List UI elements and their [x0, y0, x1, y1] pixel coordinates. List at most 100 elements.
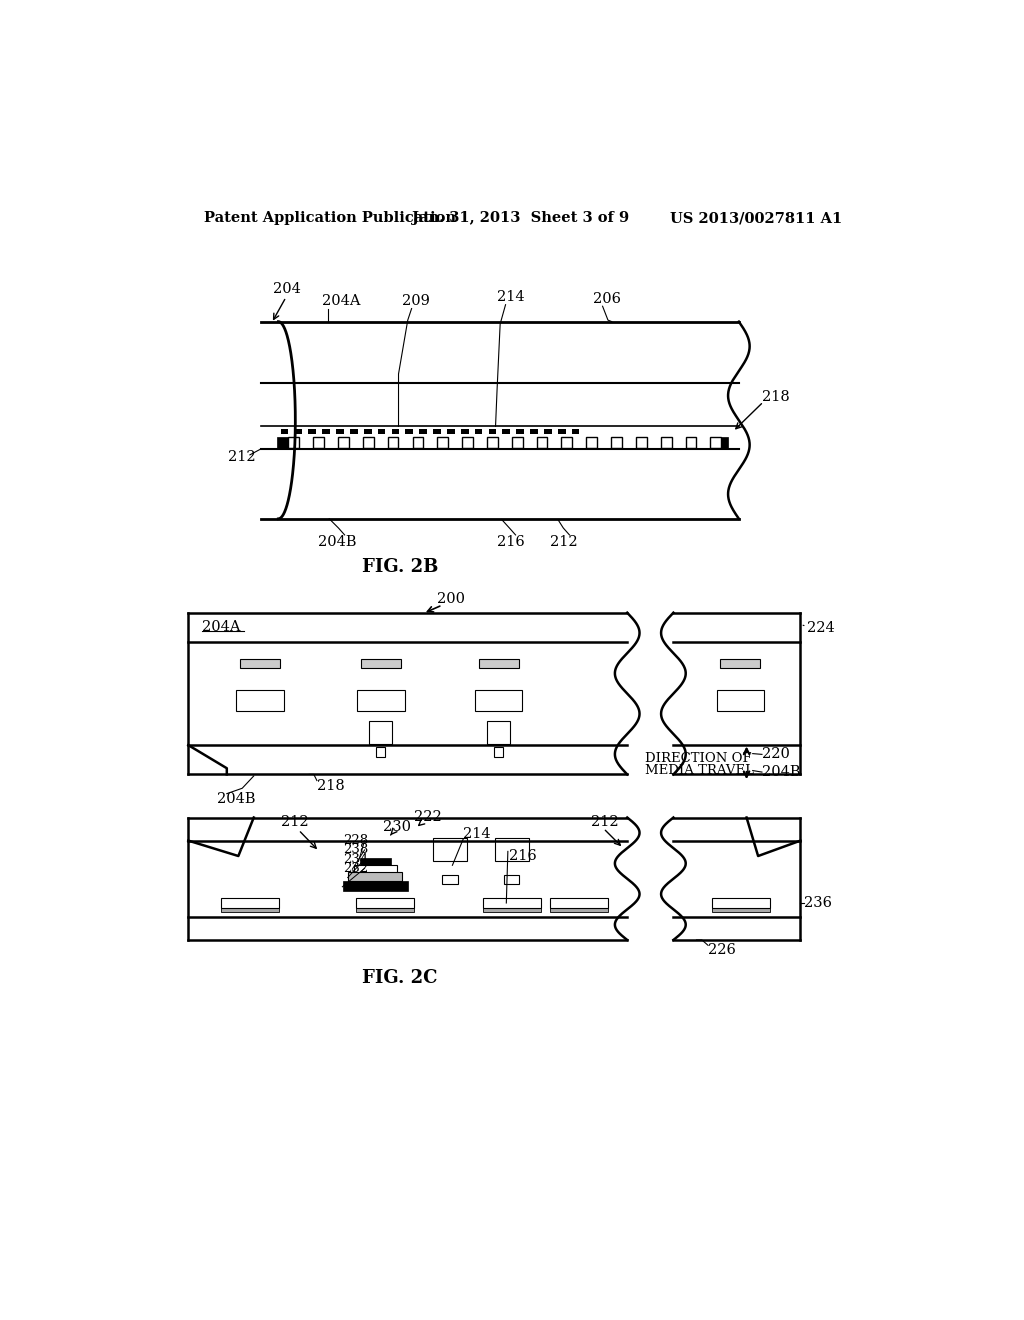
- Bar: [357, 689, 404, 711]
- Bar: [537, 437, 548, 447]
- Bar: [544, 429, 552, 434]
- Bar: [487, 721, 510, 743]
- Text: 228: 228: [343, 834, 369, 847]
- Bar: [503, 429, 510, 434]
- Text: 204B: 204B: [762, 766, 801, 779]
- Bar: [391, 429, 399, 434]
- Text: 234: 234: [343, 853, 369, 866]
- Bar: [388, 437, 398, 447]
- Bar: [461, 429, 469, 434]
- Text: 214: 214: [463, 828, 490, 841]
- Bar: [336, 429, 344, 434]
- Bar: [483, 908, 541, 912]
- Bar: [413, 437, 423, 447]
- Bar: [478, 659, 518, 668]
- Bar: [362, 437, 374, 447]
- Bar: [356, 908, 414, 912]
- Bar: [717, 689, 764, 711]
- Bar: [378, 429, 385, 434]
- Text: Patent Application Publication: Patent Application Publication: [204, 211, 456, 226]
- Bar: [289, 437, 299, 447]
- Bar: [512, 437, 522, 447]
- Text: 204: 204: [273, 282, 301, 296]
- Bar: [295, 429, 302, 434]
- Text: 212: 212: [227, 450, 255, 465]
- Bar: [530, 429, 538, 434]
- Bar: [356, 899, 414, 908]
- Text: 220: 220: [762, 747, 790, 762]
- Bar: [462, 437, 473, 447]
- Bar: [712, 908, 770, 912]
- Bar: [587, 437, 597, 447]
- Bar: [240, 659, 280, 668]
- Bar: [308, 429, 316, 434]
- Bar: [419, 429, 427, 434]
- Text: DIRECTION OF: DIRECTION OF: [645, 752, 752, 766]
- Bar: [550, 899, 608, 908]
- Bar: [281, 429, 289, 434]
- Text: 204A: 204A: [202, 620, 241, 635]
- Bar: [360, 659, 400, 668]
- Bar: [571, 429, 580, 434]
- Bar: [348, 873, 402, 882]
- Text: 218: 218: [316, 779, 345, 793]
- Bar: [442, 875, 458, 884]
- Bar: [660, 437, 672, 447]
- Bar: [504, 875, 519, 884]
- Bar: [558, 429, 565, 434]
- Text: 236: 236: [804, 896, 833, 909]
- Bar: [343, 880, 408, 891]
- Bar: [221, 908, 280, 912]
- Bar: [611, 437, 622, 447]
- Bar: [488, 429, 497, 434]
- Text: 206: 206: [593, 292, 621, 305]
- Bar: [406, 429, 413, 434]
- Text: 230: 230: [383, 820, 411, 834]
- Text: FIG. 2B: FIG. 2B: [361, 557, 438, 576]
- Text: 212: 212: [550, 535, 578, 549]
- Bar: [437, 437, 449, 447]
- Text: 238: 238: [343, 843, 369, 857]
- Text: 224: 224: [807, 622, 835, 635]
- Bar: [495, 838, 528, 861]
- Text: MEDIA TRAVEL: MEDIA TRAVEL: [645, 764, 754, 777]
- Text: 214: 214: [497, 290, 524, 304]
- Bar: [276, 437, 288, 447]
- Bar: [433, 429, 441, 434]
- Text: 204B: 204B: [317, 535, 356, 549]
- Text: 226: 226: [708, 942, 736, 957]
- Bar: [447, 429, 455, 434]
- Text: 232: 232: [343, 862, 369, 875]
- Bar: [360, 858, 391, 866]
- Bar: [720, 659, 761, 668]
- Bar: [717, 437, 728, 447]
- Text: 200: 200: [437, 591, 465, 606]
- Bar: [313, 437, 324, 447]
- Bar: [711, 437, 721, 447]
- Bar: [685, 437, 696, 447]
- Text: 218: 218: [762, 391, 790, 404]
- Text: 222: 222: [414, 809, 441, 824]
- Text: 212: 212: [282, 816, 309, 829]
- Bar: [487, 437, 498, 447]
- Text: Jan. 31, 2013  Sheet 3 of 9: Jan. 31, 2013 Sheet 3 of 9: [412, 211, 629, 226]
- Text: 209: 209: [401, 294, 429, 308]
- Bar: [494, 747, 503, 758]
- Bar: [364, 429, 372, 434]
- Bar: [475, 429, 482, 434]
- Text: FIG. 2C: FIG. 2C: [362, 969, 438, 987]
- Bar: [712, 899, 770, 908]
- Bar: [550, 908, 608, 912]
- Text: US 2013/0027811 A1: US 2013/0027811 A1: [670, 211, 842, 226]
- Bar: [237, 689, 284, 711]
- Bar: [483, 899, 541, 908]
- Bar: [561, 437, 572, 447]
- Text: 204B: 204B: [217, 792, 255, 807]
- Bar: [370, 721, 392, 743]
- Bar: [376, 747, 385, 758]
- Bar: [433, 838, 467, 861]
- Text: 216: 216: [497, 535, 525, 549]
- Bar: [221, 899, 280, 908]
- Bar: [636, 437, 647, 447]
- Bar: [350, 429, 357, 434]
